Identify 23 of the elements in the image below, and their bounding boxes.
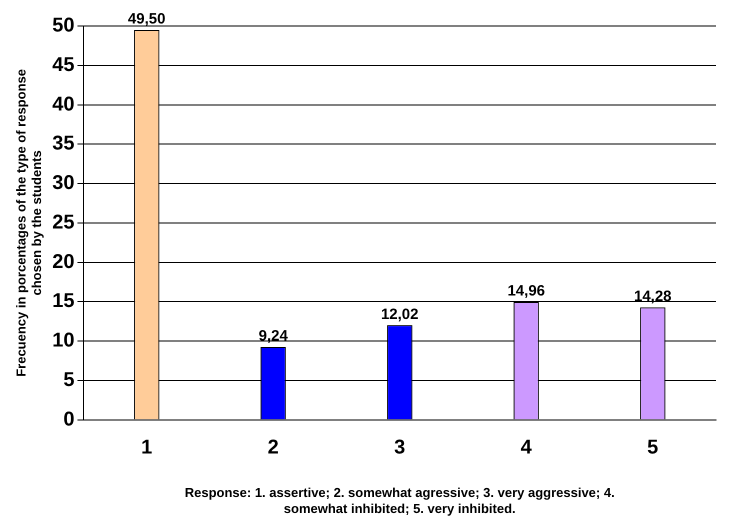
- x-tick-label: 2: [268, 436, 279, 458]
- y-tick-label: 30: [52, 172, 74, 194]
- x-axis-title: Response: 1. assertive; 2. somewhat agressive; 3. very aggressive; 4. somewhat inhibited; 5. very inhibited.: [184, 485, 615, 516]
- y-axis-title: Frecuency in porcentages of the type of response chosen by the students: [13, 69, 44, 377]
- y-tick-label: 50: [52, 14, 74, 37]
- data-label: 49,50: [128, 10, 166, 28]
- data-label: 14,96: [507, 282, 546, 300]
- data-label: 14,28: [634, 288, 672, 305]
- x-tick-label: 4: [520, 436, 533, 458]
- y-tick-label: 20: [52, 250, 74, 273]
- y-tick-label: 10: [52, 330, 74, 352]
- x-tick-label: 5: [647, 436, 658, 458]
- y-tick-label: 0: [63, 408, 74, 430]
- y-tick-label: 40: [52, 93, 74, 116]
- y-tick-label: 35: [52, 132, 74, 155]
- data-label: 12,02: [380, 306, 418, 323]
- y-tick-label: 25: [52, 211, 74, 234]
- y-tick-label: 15: [52, 290, 74, 312]
- y-tick-label: 45: [52, 54, 74, 76]
- y-tick-label: 5: [63, 368, 74, 391]
- x-tick-label: 3: [394, 436, 406, 458]
- data-label: 9,24: [258, 328, 288, 345]
- x-tick-label: 1: [141, 436, 152, 458]
